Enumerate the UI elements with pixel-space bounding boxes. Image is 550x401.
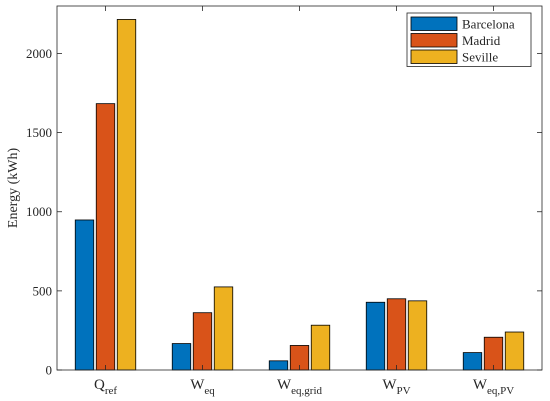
x-tick-label-sub: PV xyxy=(397,385,411,397)
bar-barcelona-1 xyxy=(171,343,192,371)
bar-barcelona-0 xyxy=(74,219,95,371)
x-tick-label: WPV xyxy=(382,377,410,397)
y-tick-label: 0 xyxy=(46,363,53,378)
y-tick-label: 1500 xyxy=(26,125,52,140)
x-tick-label-main: W xyxy=(382,377,397,393)
bar-barcelona-3 xyxy=(365,301,386,371)
x-tick-label-main: Q xyxy=(94,377,105,393)
bar-seville-3 xyxy=(407,300,428,371)
legend-swatch-seville xyxy=(410,49,458,64)
x-tick-label-main: W xyxy=(190,377,205,393)
legend-label-madrid: Madrid xyxy=(462,33,501,48)
x-tick-label: Weq,grid xyxy=(277,377,323,397)
y-tick-label: 500 xyxy=(33,283,53,298)
bar-seville-1 xyxy=(213,286,234,371)
x-tick-label-main: W xyxy=(277,377,292,393)
y-axis-label: Energy (kWh) xyxy=(6,148,21,229)
x-tick-label-sub: eq,grid xyxy=(291,385,322,397)
bar-madrid-1 xyxy=(192,312,213,371)
legend-label-seville: Seville xyxy=(462,50,498,65)
legend-swatch-madrid xyxy=(410,33,458,48)
bar-seville-2 xyxy=(310,324,331,371)
legend-swatch-barcelona xyxy=(410,16,458,31)
bar-seville-4 xyxy=(504,331,525,371)
bar-barcelona-2 xyxy=(268,360,289,371)
x-tick-label-sub: eq,PV xyxy=(487,385,514,397)
legend-label-barcelona: Barcelona xyxy=(462,17,515,32)
y-tick-label: 2000 xyxy=(26,46,52,61)
bar-madrid-3 xyxy=(386,298,407,371)
x-tick-label: Weq xyxy=(190,377,215,397)
bar-barcelona-4 xyxy=(462,352,483,371)
x-tick-label-main: W xyxy=(473,377,488,393)
y-tick-label: 1000 xyxy=(26,204,52,219)
bar-madrid-0 xyxy=(95,103,116,371)
bars xyxy=(74,19,525,371)
bar-seville-0 xyxy=(116,19,137,371)
x-tick-label-sub: eq xyxy=(204,385,215,397)
x-tick-label: Qref xyxy=(94,377,117,397)
x-tick-label-sub: ref xyxy=(105,385,118,397)
x-tick-label: Weq,PV xyxy=(473,377,514,397)
